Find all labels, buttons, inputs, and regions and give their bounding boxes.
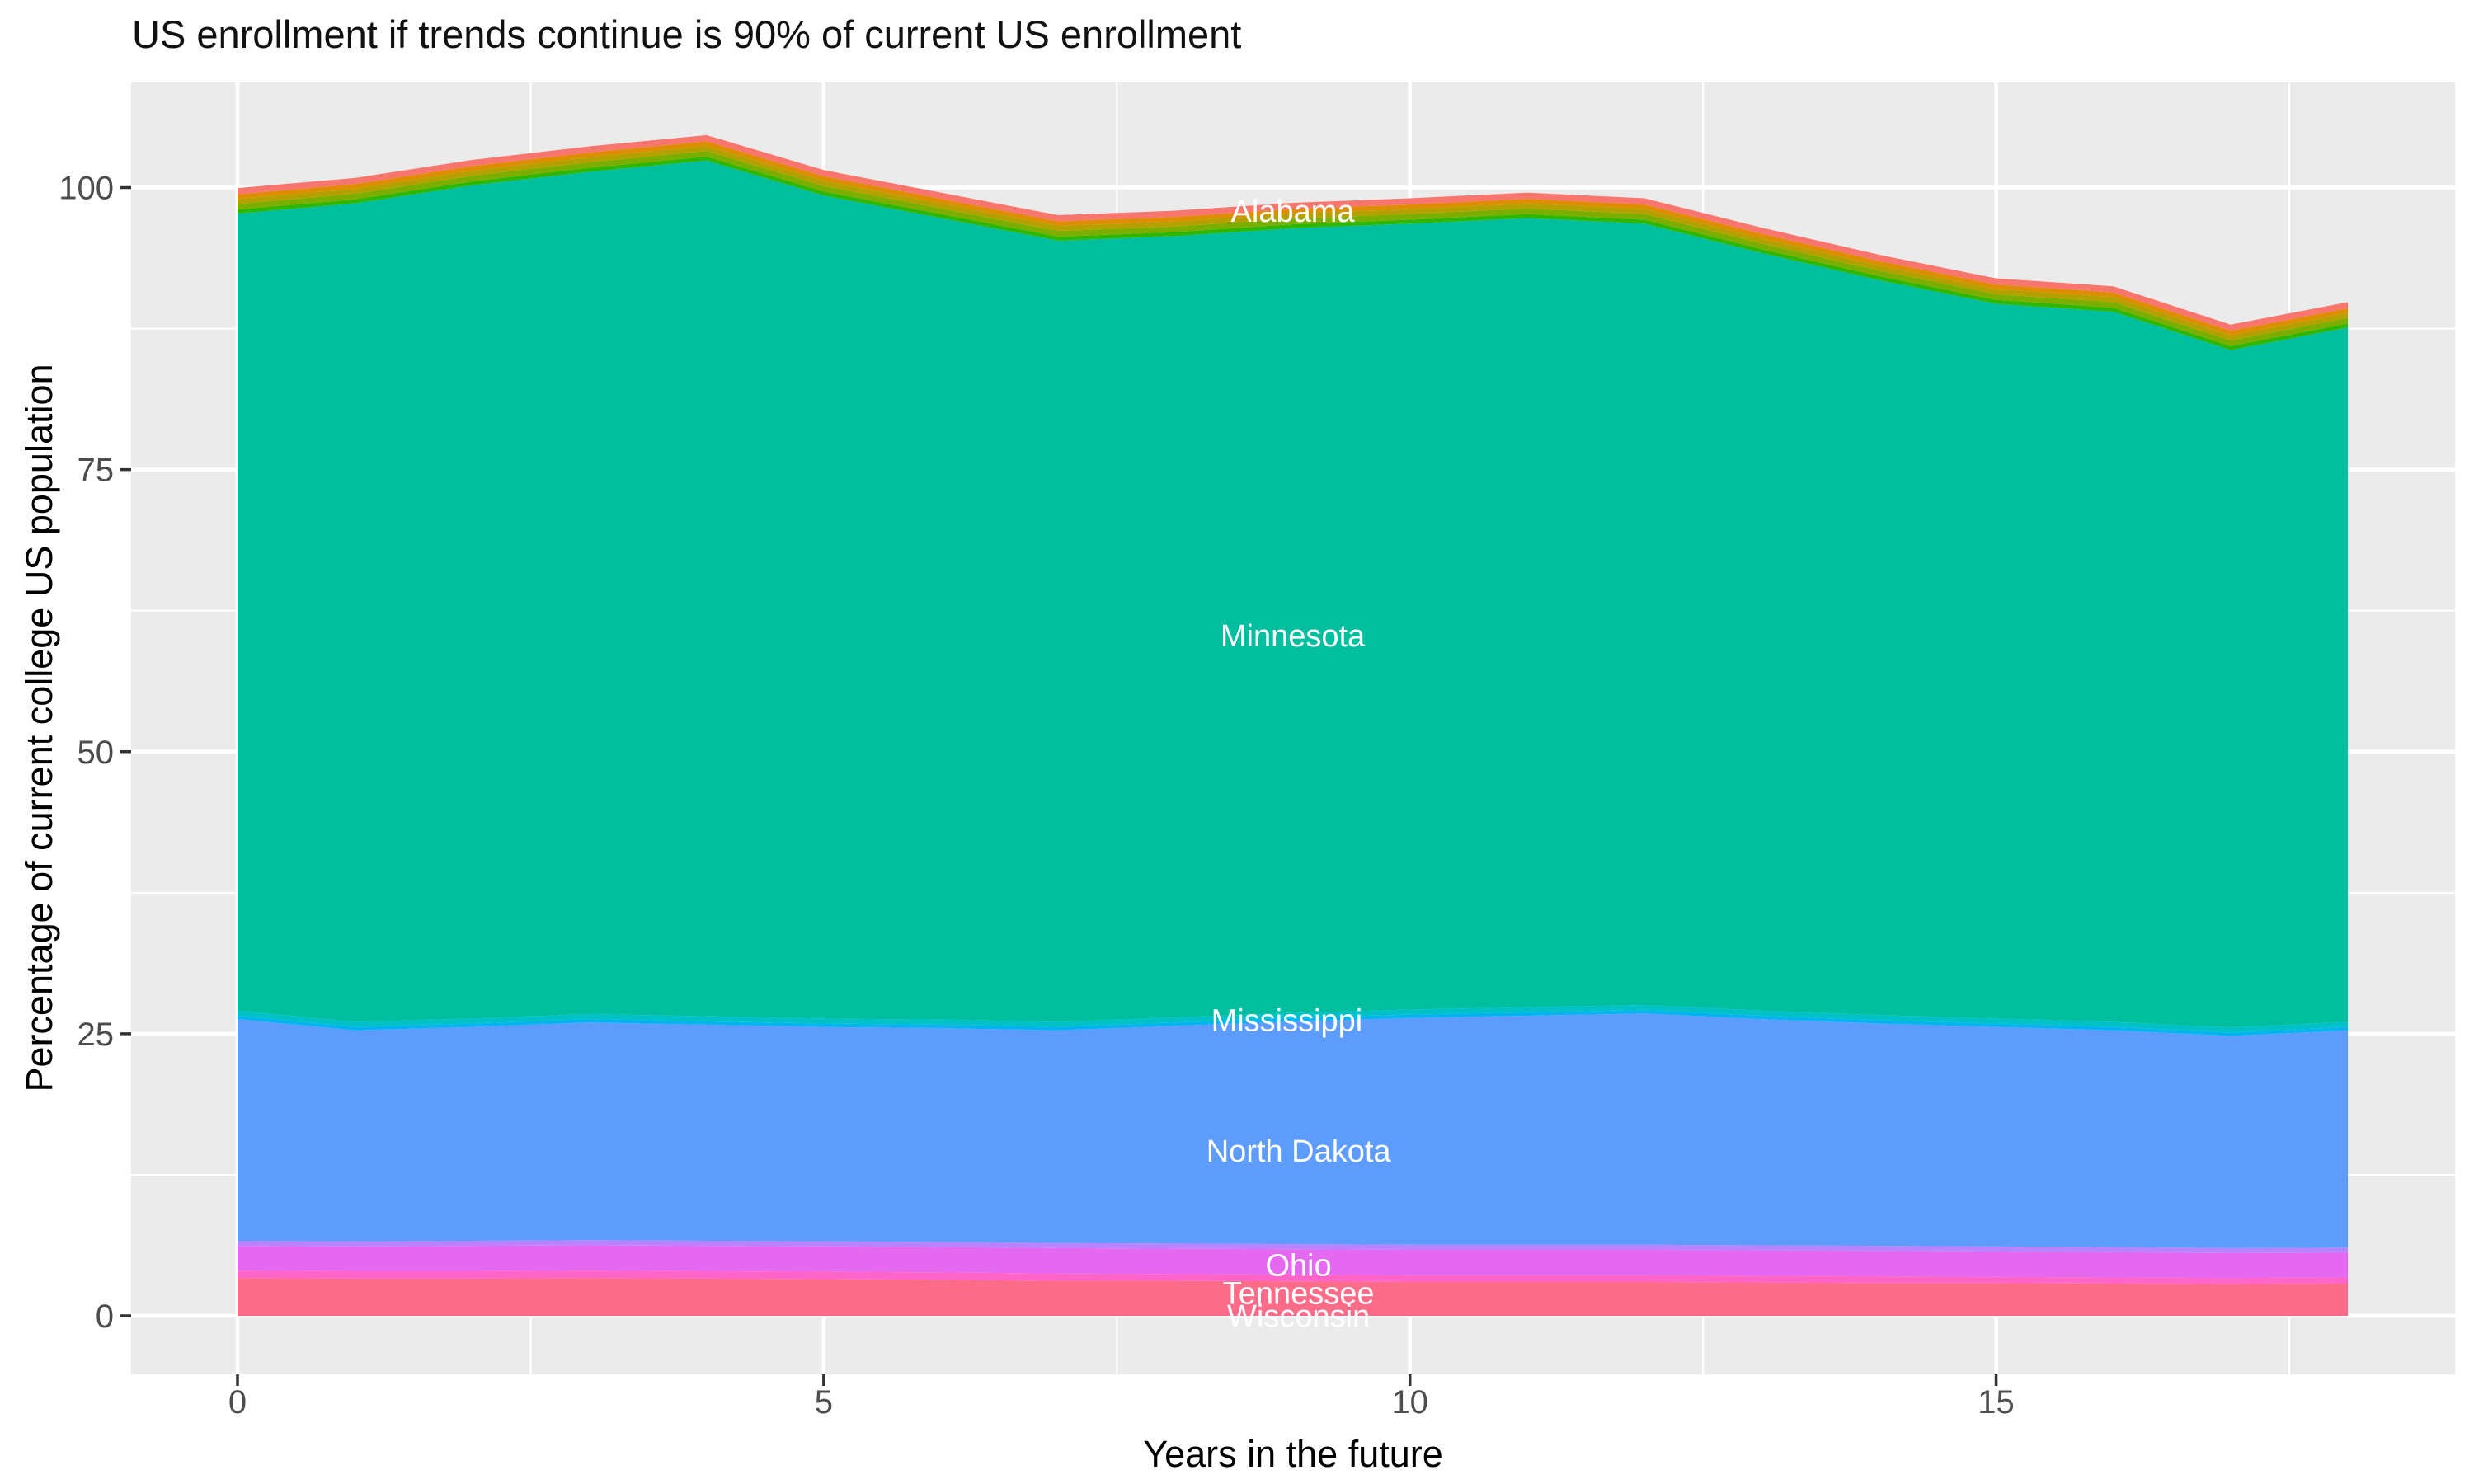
x-tick-label: 10	[1391, 1384, 1428, 1421]
chart-title: US enrollment if trends continue is 90% …	[132, 12, 1242, 56]
state-label-ohio: Ohio	[1265, 1248, 1331, 1283]
x-tick-label: 15	[1978, 1384, 2015, 1421]
y-tick-label: 50	[78, 735, 115, 771]
state-label-alabama: Alabama	[1231, 195, 1356, 229]
x-tick-label: 5	[815, 1384, 833, 1421]
y-tick-label: 0	[96, 1298, 114, 1335]
area-minnesota	[238, 160, 2349, 1028]
x-axis-title: Years in the future	[1143, 1433, 1443, 1475]
area-wisconsin	[238, 1278, 2349, 1316]
area-unlabeled-state-magenta	[238, 1245, 2349, 1279]
state-label-minnesota: Minnesota	[1221, 619, 1366, 654]
state-label-tennessee: Tennessee	[1223, 1277, 1375, 1312]
area-north-dakota	[238, 1013, 2349, 1248]
area-tennessee	[238, 1270, 2349, 1284]
area-ohio	[238, 1240, 2349, 1254]
y-tick-label: 25	[78, 1017, 115, 1053]
state-label-north-dakota: North Dakota	[1206, 1134, 1392, 1169]
area-unlabeled-state-lightblue	[238, 1010, 2349, 1036]
y-axis-title-text: Percentage of current college US populat…	[18, 364, 60, 1092]
x-tick-label: 0	[228, 1384, 247, 1421]
y-tick-label: 100	[59, 171, 114, 207]
y-tick-label: 75	[78, 453, 115, 489]
state-label-wisconsin: Wisconsin	[1227, 1299, 1370, 1334]
state-label-mississippi: Mississippi	[1211, 1003, 1363, 1038]
area-mississippi	[238, 1004, 2349, 1033]
